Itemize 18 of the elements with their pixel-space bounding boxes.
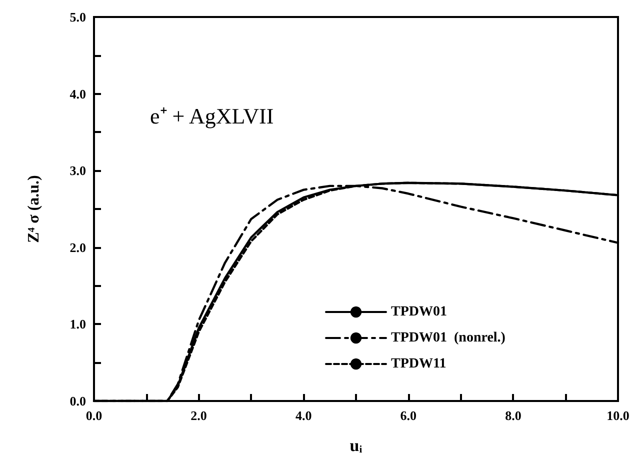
legend-label: TPDW11: [391, 356, 446, 372]
y-tick-label: 0.0: [70, 394, 86, 408]
legend-label: TPDW01: [391, 304, 447, 320]
x-tick-label: 4.0: [295, 408, 312, 423]
x-axis-title: uᵢ: [350, 436, 362, 455]
y-tick-label: 1.0: [70, 316, 86, 332]
y-tick-label: 2.0: [70, 240, 86, 255]
x-tick-label: 8.0: [505, 408, 522, 423]
y-tick-label: 5.0: [70, 10, 86, 24]
x-tick-label: 10.0: [606, 408, 630, 423]
y-axis-title: Z⁴ σ (a.u.): [26, 175, 42, 243]
annotation: e⁺ + AgXLVII: [150, 104, 274, 128]
x-tick-label: 0.0: [86, 408, 102, 423]
x-tick-label: 6.0: [400, 408, 417, 423]
y-tick-label: 4.0: [70, 86, 86, 102]
x-tick-label: 2.0: [190, 408, 207, 423]
legend-label: TPDW01 (nonrel.): [391, 330, 506, 346]
y-tick-label: 3.0: [70, 163, 86, 178]
